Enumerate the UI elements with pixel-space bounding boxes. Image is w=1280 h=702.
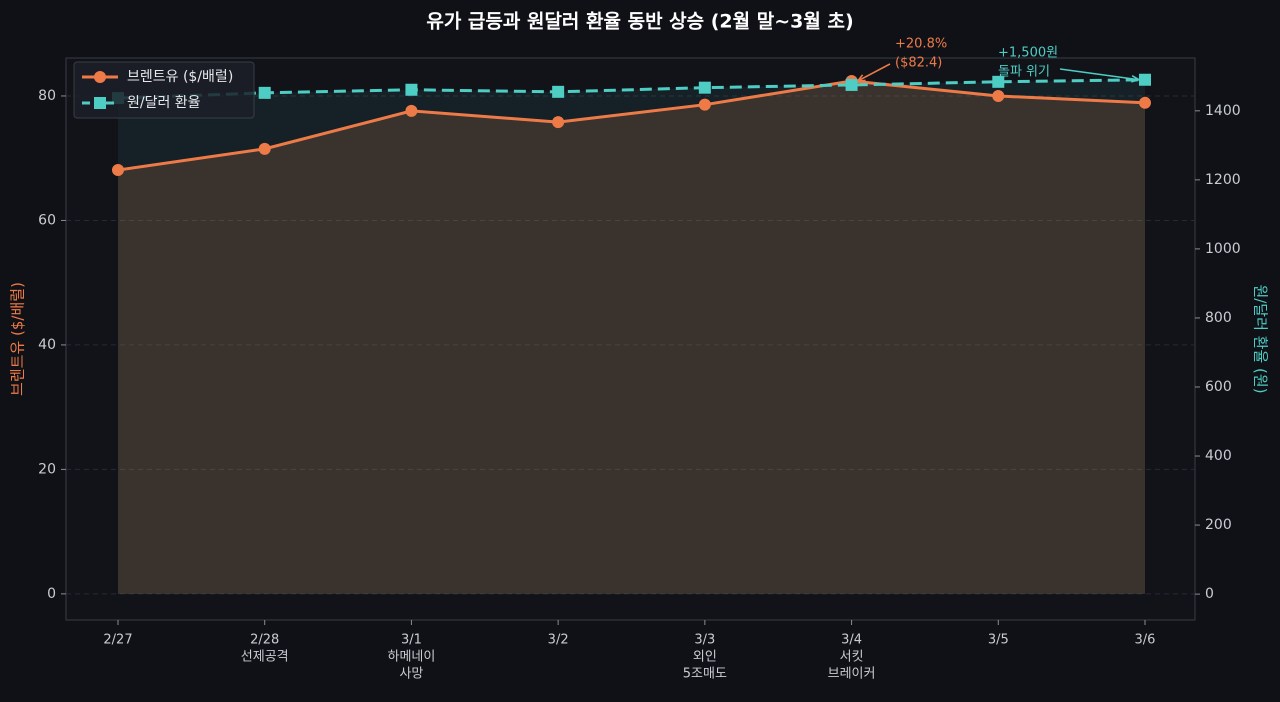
area bbox=[118, 79, 1145, 595]
line bbox=[117, 79, 1146, 172]
line bbox=[117, 78, 1146, 100]
y2-tick-label: 800 bbox=[1205, 310, 1232, 326]
x-tick-label: 3/2 bbox=[548, 633, 569, 648]
marker bbox=[552, 116, 565, 129]
x-tick-label: 서킷 bbox=[840, 650, 864, 665]
y-tick-label: 80 bbox=[38, 88, 56, 104]
y2-tick-label: 600 bbox=[1205, 379, 1232, 395]
y2-axis-label: 원/달러 환율 (원) bbox=[1252, 284, 1270, 393]
y2-tick-label: 0 bbox=[1205, 586, 1214, 602]
marker bbox=[405, 83, 418, 96]
x-tick-label: 3/5 bbox=[988, 633, 1009, 648]
legend-marker bbox=[94, 71, 106, 83]
y2-tick-label: 1400 bbox=[1205, 103, 1241, 119]
marker bbox=[552, 85, 565, 98]
y-tick-label: 40 bbox=[38, 337, 56, 353]
marker bbox=[112, 164, 124, 177]
legend-marker bbox=[94, 97, 106, 109]
y2-tick-label: 400 bbox=[1205, 448, 1232, 464]
area bbox=[118, 81, 1145, 594]
x-tick-label: 3/3 bbox=[694, 633, 715, 648]
legend: 브렌트유 ($/배럴) 원/달러 환율 bbox=[73, 61, 255, 119]
arrow-head bbox=[856, 74, 866, 82]
marker bbox=[992, 75, 1005, 88]
x-tick-label: 하메네이 bbox=[388, 650, 436, 665]
marker bbox=[992, 89, 1005, 102]
annotation: +20.8% bbox=[895, 37, 947, 52]
x-tick-label: 선제공격 bbox=[241, 650, 289, 665]
x-tick-label: 외인 bbox=[693, 650, 717, 665]
annotation-arrow bbox=[1059, 68, 1140, 81]
y2-tick-label: 1000 bbox=[1205, 241, 1241, 257]
annotation: +1,500원 bbox=[998, 46, 1058, 61]
y-axis-label: 브렌트유 ($/배럴) bbox=[9, 282, 27, 396]
annotation-arrow bbox=[857, 63, 891, 82]
marker bbox=[698, 81, 711, 94]
marker bbox=[258, 142, 271, 155]
legend-box bbox=[73, 61, 255, 119]
x-tick-label: 5조매도 bbox=[683, 667, 727, 682]
x-tick-label: 3/4 bbox=[841, 633, 862, 648]
annotation: 돌파 위기 bbox=[998, 65, 1050, 80]
y-tick-label: 60 bbox=[38, 212, 56, 228]
y-tick-label: 20 bbox=[38, 461, 56, 477]
y2-tick-label: 200 bbox=[1205, 517, 1232, 533]
marker bbox=[1139, 96, 1151, 109]
x-tick-label: 2/27 bbox=[103, 633, 132, 648]
chart-title: 유가 급등과 원달러 환율 동반 상승 (2월 말~3월 초) bbox=[426, 11, 853, 33]
x-tick-label: 사망 bbox=[399, 667, 423, 682]
annotation: ($82.4) bbox=[895, 56, 942, 71]
x-tick-label: 3/6 bbox=[1135, 633, 1156, 648]
x-tick-label: 3/1 bbox=[401, 633, 422, 648]
marker bbox=[698, 98, 711, 111]
marker bbox=[1139, 73, 1151, 86]
marker bbox=[258, 86, 271, 99]
marker bbox=[405, 104, 418, 117]
y2-tick-label: 1200 bbox=[1205, 172, 1241, 188]
marker bbox=[845, 78, 858, 91]
y-tick-label: 0 bbox=[47, 586, 56, 602]
x-tick-label: 2/28 bbox=[250, 633, 279, 648]
x-tick-label: 브레이커 bbox=[828, 667, 876, 682]
legend-label: 원/달러 환율 bbox=[127, 95, 201, 111]
legend-label: 브렌트유 ($/배럴) bbox=[127, 69, 233, 85]
arrow-head bbox=[1131, 74, 1140, 83]
